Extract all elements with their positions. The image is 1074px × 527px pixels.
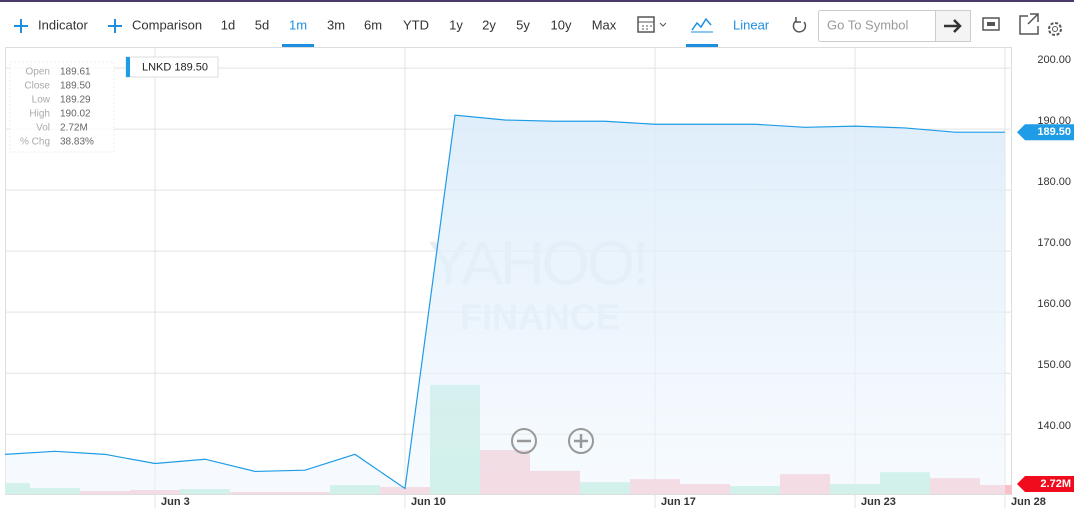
price-tag (1017, 124, 1074, 141)
quote-label: Open (26, 67, 50, 78)
price-line (5, 114, 1005, 490)
symbol-placeholder: Go To Symbol (827, 17, 909, 32)
range-button[interactable]: 1m (289, 17, 307, 32)
arrow-icon (944, 19, 962, 33)
quote-value: 38.83% (60, 137, 94, 148)
active-underline (282, 44, 314, 47)
toolbar: Indicator Comparison Linear Go To Symbol… (14, 10, 1062, 47)
zoom-in[interactable] (568, 428, 594, 454)
print-icon[interactable] (982, 17, 1000, 31)
y-tick-label: 140.00 (1037, 420, 1071, 432)
quote-label: Vol (36, 123, 50, 134)
quote-value: 190.02 (60, 109, 91, 120)
quote-label: Close (24, 81, 50, 92)
settings-icon[interactable] (1048, 22, 1062, 36)
plus-icon (108, 19, 122, 33)
quote-label: High (29, 109, 50, 120)
y-tick-label: 170.00 (1037, 237, 1071, 249)
quote-value: 189.29 (60, 95, 91, 106)
range-button[interactable]: Max (592, 17, 617, 32)
x-tick-label: Jun 3 (161, 496, 190, 508)
x-tick-label: Jun 28 (1011, 496, 1046, 508)
volume-tag (1017, 476, 1074, 493)
top-border (0, 0, 1074, 2)
quote-label: Low (32, 95, 51, 106)
legend: LNKD 189.50 (125, 56, 219, 78)
range-button[interactable]: 5d (255, 17, 269, 32)
y-tick-label: 200.00 (1037, 54, 1071, 66)
range-button[interactable]: 5y (516, 17, 530, 32)
y-tick-label: 180.00 (1037, 176, 1071, 188)
range-button[interactable]: 1d (221, 17, 235, 32)
quote-value: 189.50 (60, 81, 91, 92)
x-tick-label: Jun 17 (661, 496, 696, 508)
quote-value: 2.72M (60, 123, 88, 134)
calendar-icon[interactable] (637, 16, 667, 33)
x-tick-label: Jun 10 (411, 496, 446, 508)
x-tick-label: Jun 23 (861, 496, 896, 508)
reset-icon[interactable] (792, 17, 807, 33)
range-button[interactable]: 1y (449, 17, 463, 32)
zoom-out[interactable] (511, 428, 537, 454)
range-button[interactable]: 6m (364, 17, 382, 32)
quote-label: % Chg (20, 137, 50, 148)
volume-tag-label: 2.72M (1040, 478, 1071, 490)
range-button[interactable]: 10y (551, 17, 572, 32)
quote-panel (9, 61, 115, 153)
plot-frame (5, 47, 1012, 495)
popout-icon[interactable] (1019, 13, 1039, 35)
indicator-button[interactable]: Indicator (38, 17, 89, 32)
y-tick-label: 160.00 (1037, 298, 1071, 310)
range-button[interactable]: 2y (482, 17, 496, 32)
quote-value: 189.61 (60, 67, 91, 78)
scale-button[interactable]: Linear (733, 17, 770, 32)
range-button[interactable]: 3m (327, 17, 345, 32)
range-button[interactable]: YTD (403, 17, 429, 32)
comparison-button[interactable]: Comparison (132, 17, 202, 32)
price-area (5, 115, 1005, 494)
legend-entry: LNKD 189.50 (142, 61, 208, 73)
price-tag-label: 189.50 (1037, 126, 1071, 138)
plus-icon (14, 19, 28, 33)
y-tick-label: 190.00 (1037, 115, 1071, 127)
chart-style-icon[interactable] (686, 17, 718, 47)
y-tick-label: 150.00 (1037, 359, 1071, 371)
